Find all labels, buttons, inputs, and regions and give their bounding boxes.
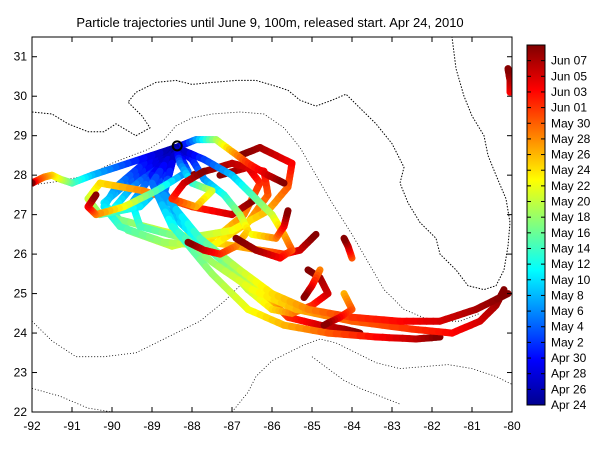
trajectory-segment <box>277 178 288 187</box>
x-tick-label: -80 <box>503 419 521 433</box>
y-tick-label: 23 <box>14 366 28 380</box>
y-tick-label: 26 <box>14 247 28 261</box>
bathymetry-contour <box>32 281 245 358</box>
colorbar-tick-label: Apr 26 <box>551 382 587 396</box>
trajectory-segment <box>300 292 309 301</box>
trajectory-segment <box>320 320 331 329</box>
particle-trajectory <box>248 207 292 242</box>
bathymetry-contour <box>311 356 401 405</box>
bathymetry-contour <box>32 111 481 322</box>
x-axis: -92 -91 -90 -89 -88 -87 -86 -85 -84 -83 -82 -81 -80 <box>23 37 521 433</box>
x-tick-label: -85 <box>303 419 321 433</box>
particle-trajectory <box>340 234 356 262</box>
colorbar-tick-label: May 10 <box>551 273 591 287</box>
trajectory-segment <box>309 230 320 241</box>
x-tick-label: -91 <box>63 419 81 433</box>
y-axis: 22 23 24 25 26 27 28 29 30 31 <box>14 50 512 419</box>
colorbar-tick-label: May 30 <box>551 116 591 130</box>
y-tick-label: 31 <box>14 50 28 64</box>
colorbar-tick-label: May 18 <box>551 210 591 224</box>
particle-trajectory <box>172 144 252 258</box>
trajectory-segment <box>283 207 292 217</box>
y-tick-label: 25 <box>14 287 28 301</box>
particle-trajectory <box>172 136 288 187</box>
y-tick-label: 24 <box>14 326 28 340</box>
x-tick-label: -89 <box>143 419 161 433</box>
colorbar-tick-label: Apr 28 <box>551 367 587 381</box>
colorbar-tick-label: Apr 24 <box>551 398 587 412</box>
y-tick-label: 22 <box>14 405 28 419</box>
colorbar-gradient <box>527 45 545 405</box>
colorbar-tick-label: May 12 <box>551 257 591 271</box>
trajectory-segment <box>91 191 100 201</box>
trajectory-segment <box>232 234 243 244</box>
trajectory-segment <box>184 238 195 248</box>
bathymetry-contour <box>231 338 512 412</box>
colorbar-tick-label: May 20 <box>551 195 591 209</box>
colorbar-tick-label: May 6 <box>551 304 584 318</box>
x-tick-label: -84 <box>343 419 361 433</box>
coastline <box>32 37 511 291</box>
x-tick-label: -86 <box>263 419 281 433</box>
release-point-marker <box>171 140 183 152</box>
bathymetry-contours <box>32 111 512 412</box>
colorbar-tick-label: May 22 <box>551 179 591 193</box>
colorbar-tick-label: May 2 <box>551 335 584 349</box>
colorbar-tick-label: Jun 07 <box>551 54 587 68</box>
trajectory-segment <box>499 286 508 296</box>
x-tick-label: -87 <box>223 419 241 433</box>
x-tick-label: -92 <box>23 419 41 433</box>
particle-trajectory <box>504 65 512 96</box>
colorbar-tick-label: May 8 <box>551 288 584 302</box>
x-tick-label: -90 <box>103 419 121 433</box>
particle-trajectory <box>168 144 216 211</box>
particle-trajectory <box>320 290 356 329</box>
y-tick-label: 28 <box>14 168 28 182</box>
colorbar-tick-label: Jun 05 <box>551 69 587 83</box>
colorbar-frame <box>526 44 546 406</box>
colorbar-tick-label: May 24 <box>551 163 591 177</box>
colorbar-tick-label: Jun 03 <box>551 85 587 99</box>
colorbar-tick-label: Jun 01 <box>551 101 587 115</box>
x-tick-label: -81 <box>463 419 481 433</box>
trajectory-segment <box>304 266 314 275</box>
colorbar-tick-label: May 14 <box>551 241 591 255</box>
y-tick-label: 30 <box>14 89 28 103</box>
chart-title: Particle trajectories until June 9, 100m… <box>76 15 463 30</box>
trajectory-lines <box>32 65 512 343</box>
x-tick-label: -82 <box>423 419 441 433</box>
particle-trajectory <box>300 266 324 301</box>
trajectory-segment <box>340 234 349 244</box>
y-tick-label: 29 <box>14 129 28 143</box>
x-tick-label: -83 <box>383 419 401 433</box>
colorbar-tick-label: May 4 <box>551 320 584 334</box>
colorbar-tick-label: Apr 30 <box>551 351 587 365</box>
trajectory-segment <box>197 167 208 177</box>
colorbar-tick-label: May 26 <box>551 148 591 162</box>
x-tick-label: -88 <box>183 419 201 433</box>
y-tick-label: 27 <box>14 208 28 222</box>
colorbar-tick-label: May 16 <box>551 226 591 240</box>
particle-trajectory <box>84 144 192 219</box>
map-layer <box>32 37 512 412</box>
colorbar-tick-label: May 28 <box>551 132 591 146</box>
